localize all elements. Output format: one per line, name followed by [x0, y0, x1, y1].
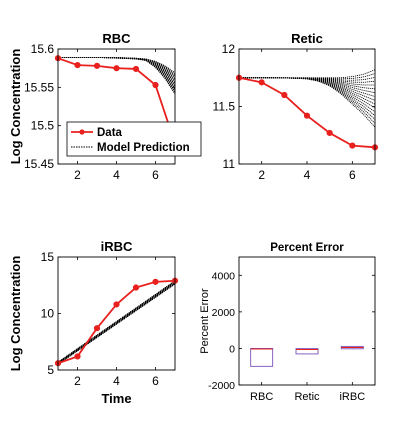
data-point: [152, 81, 159, 89]
x-tick-label: 6: [152, 374, 159, 388]
data-point: [326, 129, 333, 137]
x-axis-label: Time: [101, 391, 131, 406]
data-point: [258, 79, 265, 86]
data-point: [93, 62, 101, 69]
data-point: [132, 65, 140, 73]
model-prediction-line: [239, 69, 376, 79]
box-rbc: [250, 347, 274, 367]
chart-title: RBC: [102, 31, 131, 46]
box-retic: [295, 348, 319, 355]
data-point: [132, 284, 140, 291]
y-tick-label: 0: [229, 343, 235, 355]
model-prediction-line: [58, 57, 176, 86]
data-point: [74, 353, 81, 360]
data-point: [74, 62, 81, 69]
legend-entry-model: Model Prediction: [97, 142, 190, 154]
y-tick-label: 4000: [212, 270, 236, 282]
data-point: [303, 112, 311, 119]
model-prediction-line: [239, 77, 376, 94]
y-tick-label: 5: [47, 363, 54, 377]
y-tick-label: 2000: [212, 307, 236, 319]
x-tick-label: 2: [258, 168, 265, 182]
data-point: [113, 301, 120, 308]
legend-data-marker: [79, 129, 85, 135]
y-tick-label: 15.55: [24, 80, 54, 94]
x-tick-label: Retic: [294, 391, 320, 403]
y-tick-label: 15.45: [24, 157, 54, 171]
legend-entry-data: Data: [97, 127, 123, 139]
model-prediction-lines: [239, 69, 376, 128]
x-tick-label: 2: [74, 374, 81, 388]
x-tick-label: 4: [113, 374, 120, 388]
x-tick-label: 6: [349, 168, 356, 182]
chart-title: iRBC: [101, 239, 133, 254]
y-axis-label: Log Concentration: [8, 256, 23, 372]
chart-title: Retic: [291, 31, 323, 46]
box-body: [295, 348, 319, 355]
box-body: [250, 347, 274, 367]
model-prediction-line: [57, 280, 176, 363]
y-axis-label: Log Concentration: [8, 49, 23, 165]
y-tick-label: -2000: [208, 380, 235, 392]
axes-box: [57, 256, 176, 371]
y-tick-label: 11: [223, 157, 236, 171]
panel-rbc: 2 4 6 15.45 15.5 15.55 15.6 RBC Log Concentratio…: [8, 31, 202, 182]
data-point: [152, 278, 159, 285]
y-tick-label: 11.5: [213, 100, 236, 114]
y-tick-label: 15: [41, 250, 55, 264]
y-tick-label: 12: [222, 42, 236, 56]
x-tick-label: 2: [74, 168, 81, 182]
model-prediction-lines: [58, 57, 176, 95]
x-tick-label: 4: [113, 168, 120, 182]
y-tick-label: 15.5: [31, 119, 55, 133]
panel-irbc: 2 4 6 5 10 15 iRBC Log Concentration Time: [8, 239, 179, 406]
x-tick-label: 6: [152, 168, 159, 182]
y-axis-label: Percent Error: [199, 288, 211, 354]
chart-title: Percent Error: [270, 242, 344, 254]
x-tick-label: RBC: [250, 391, 273, 403]
axes-box: [238, 256, 376, 386]
data-point: [349, 142, 356, 149]
legend-box: [66, 121, 202, 157]
data-point: [113, 65, 120, 72]
x-tick-label: 4: [304, 168, 311, 182]
panel-retic: 2 4 6 11 11.5 12 Retic: [213, 31, 379, 182]
y-tick-label: 15.6: [31, 42, 55, 56]
data-point: [281, 91, 288, 99]
model-prediction-line: [58, 57, 176, 74]
model-prediction-lines: [57, 280, 176, 365]
y-tick-label: 10: [41, 307, 55, 321]
x-tick-label: iRBC: [339, 391, 365, 403]
box-irbc: [340, 345, 364, 350]
legend: Data Model Prediction: [66, 121, 202, 157]
data-point: [93, 325, 101, 332]
